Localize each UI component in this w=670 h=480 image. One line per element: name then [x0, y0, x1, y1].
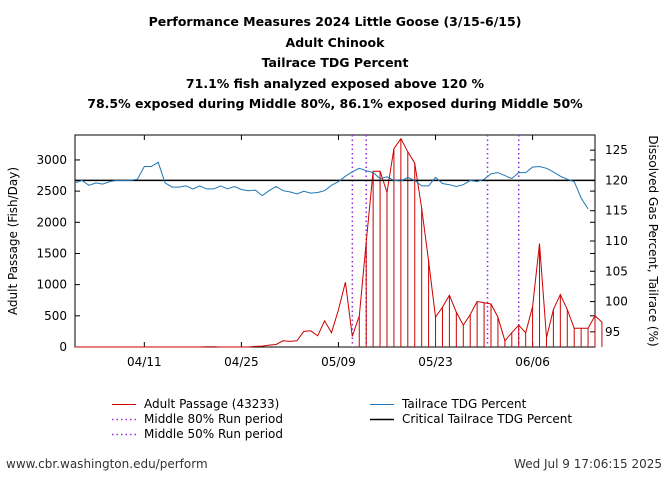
y2-tick-label: 100 — [605, 295, 628, 309]
legend-swatch-middle50 — [112, 433, 136, 436]
legend-swatch-passage — [112, 404, 136, 405]
y-tick-label: 1000 — [36, 278, 67, 292]
y2-tick-label: 120 — [605, 173, 628, 187]
legend-item-tdg: Tailrace TDG Percent — [368, 397, 572, 412]
generated-timestamp: Wed Jul 9 17:06:15 2025 — [514, 457, 662, 471]
legend-left: Adult Passage (43233) Middle 80% Run per… — [110, 397, 283, 442]
legend-label-tdg: Tailrace TDG Percent — [402, 397, 527, 411]
legend-swatch-critical — [370, 418, 394, 421]
x-tick-label: 05/23 — [418, 355, 453, 369]
y2-axis-label: Dissolved Gas Percent, Tailrace (%) — [646, 135, 660, 346]
legend-item-middle80: Middle 80% Run period — [110, 412, 283, 427]
y-tick-label: 3000 — [36, 153, 67, 167]
x-tick-label: 06/06 — [515, 355, 550, 369]
legend-label-critical: Critical Tailrace TDG Percent — [402, 412, 573, 426]
y2-tick-label: 105 — [605, 264, 628, 278]
legend-item-critical: Critical Tailrace TDG Percent — [368, 412, 572, 427]
y2-tick-label: 110 — [605, 234, 628, 248]
legend-right: Tailrace TDG Percent Critical Tailrace T… — [368, 397, 572, 427]
y2-tick-label: 125 — [605, 143, 628, 157]
chart-stat-line-2: 78.5% exposed during Middle 80%, 86.1% e… — [87, 96, 583, 111]
tdg-series-line — [74, 161, 589, 210]
legend-label-middle50: Middle 50% Run period — [144, 427, 283, 441]
y-tick-label: 2500 — [36, 184, 67, 198]
y-tick-label: 500 — [44, 309, 67, 323]
legend-swatch-middle80 — [112, 418, 136, 421]
y-axis-label: Adult Passage (Fish/Day) — [6, 167, 20, 315]
legend-item-middle50: Middle 50% Run period — [110, 427, 283, 442]
chart-metric: Tailrace TDG Percent — [261, 55, 409, 70]
chart-titles: Performance Measures 2024 Little Goose (… — [0, 12, 670, 115]
chart-species: Adult Chinook — [285, 34, 385, 50]
x-tick-label: 04/11 — [127, 355, 162, 369]
y-tick-label: 1500 — [36, 246, 67, 260]
x-tick-label: 04/25 — [224, 355, 259, 369]
legend-label-middle80: Middle 80% Run period — [144, 412, 283, 426]
passage-series-line — [75, 137, 603, 348]
legend-item-passage: Adult Passage (43233) — [110, 397, 283, 412]
y2-tick-label: 115 — [605, 204, 628, 218]
chart-title: Performance Measures 2024 Little Goose (… — [148, 14, 522, 29]
x-tick-label: 05/09 — [321, 355, 356, 369]
y-tick-label: 2000 — [36, 215, 67, 229]
plot-frame — [74, 134, 596, 348]
chart-stat-line-1: 71.1% fish analyzed exposed above 120 % — [185, 75, 485, 91]
y2-tick-label: 95 — [605, 325, 620, 339]
legend-swatch-tdg — [370, 404, 394, 405]
source-url[interactable]: www.cbr.washington.edu/perform — [6, 457, 208, 471]
y-tick-label: 0 — [59, 340, 67, 354]
legend-label-passage: Adult Passage (43233) — [144, 397, 280, 411]
